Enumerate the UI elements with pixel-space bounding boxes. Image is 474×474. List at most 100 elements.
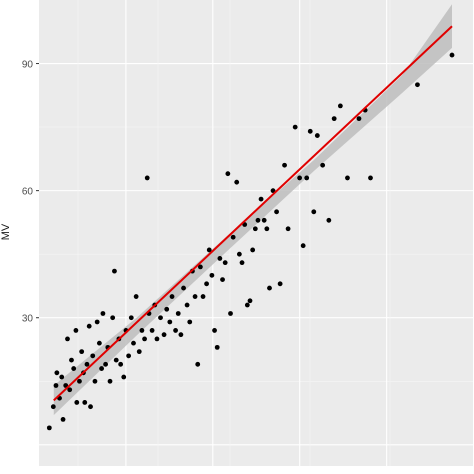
data-point — [314, 133, 320, 138]
data-point — [50, 404, 56, 410]
data-point — [54, 370, 60, 376]
y-axis-label: MV — [0, 223, 12, 241]
data-point — [192, 294, 198, 299]
data-point — [270, 188, 276, 194]
data-point — [368, 175, 373, 181]
data-point — [274, 209, 279, 215]
data-point — [195, 361, 201, 367]
data-point — [73, 328, 79, 333]
data-point — [247, 298, 253, 304]
data-point — [164, 306, 170, 312]
data-point — [133, 294, 139, 299]
data-point — [217, 256, 223, 261]
data-point — [65, 336, 70, 342]
data-point — [92, 378, 98, 384]
data-point — [59, 374, 65, 380]
data-point — [225, 171, 231, 177]
data-point — [110, 315, 116, 321]
data-point — [184, 302, 190, 308]
data-point — [222, 260, 228, 266]
data-point — [67, 387, 73, 393]
y-tick-label: 30 — [22, 314, 34, 325]
data-point — [250, 247, 256, 253]
data-point — [126, 353, 132, 359]
data-point — [118, 361, 124, 367]
data-point — [356, 116, 362, 122]
fit-line — [53, 25, 453, 402]
data-point — [173, 328, 178, 333]
data-point — [112, 268, 117, 274]
data-point — [252, 226, 258, 232]
data-point — [307, 128, 313, 134]
data-point — [53, 383, 59, 388]
data-point — [131, 340, 136, 346]
data-point — [220, 277, 225, 282]
data-point — [300, 243, 306, 249]
data-point — [212, 328, 217, 333]
data-point — [103, 361, 108, 367]
data-point — [282, 162, 287, 168]
data-point — [181, 285, 186, 291]
data-point — [169, 294, 175, 299]
data-point — [209, 272, 215, 278]
confidence-band — [53, 4, 452, 416]
data-point — [121, 374, 127, 380]
y-tick-label: 60 — [22, 187, 34, 198]
data-point — [60, 417, 66, 422]
data-point — [206, 247, 212, 253]
data-point — [204, 281, 209, 287]
data-point — [331, 116, 337, 122]
data-point — [86, 323, 92, 329]
data-point — [200, 294, 206, 299]
data-point — [244, 302, 250, 308]
data-point — [82, 400, 88, 405]
data-point — [304, 175, 310, 181]
data-point — [415, 82, 420, 88]
data-point — [228, 311, 233, 316]
data-point — [154, 336, 160, 342]
data-point — [239, 260, 245, 266]
data-point — [187, 319, 193, 325]
data-point — [100, 311, 106, 316]
y-tick-label: 90 — [22, 60, 34, 71]
data-point — [71, 366, 77, 371]
data-point — [311, 209, 317, 215]
data-point — [234, 179, 240, 185]
data-point — [320, 162, 326, 168]
data-point — [128, 315, 134, 321]
data-point — [96, 340, 102, 346]
data-point — [90, 353, 96, 359]
data-point — [258, 196, 264, 202]
data-point — [337, 103, 343, 109]
data-point — [261, 217, 267, 223]
data-point — [267, 285, 272, 291]
data-point — [139, 328, 145, 333]
data-point — [161, 332, 167, 338]
data-point — [230, 234, 236, 240]
data-point — [149, 328, 155, 333]
data-point — [94, 319, 100, 325]
data-point — [99, 366, 105, 371]
data-point — [449, 52, 455, 58]
data-point — [326, 217, 332, 223]
data-point — [197, 264, 203, 270]
data-points — [46, 52, 455, 431]
data-point — [167, 319, 173, 325]
data-point — [69, 357, 74, 363]
data-point — [84, 361, 90, 367]
data-point — [285, 226, 291, 232]
data-point — [158, 315, 163, 321]
data-point — [264, 226, 270, 232]
data-point — [277, 281, 283, 287]
data-point — [178, 332, 184, 338]
data-point — [74, 400, 80, 405]
data-point — [136, 349, 142, 355]
data-point — [79, 349, 85, 355]
data-point — [345, 175, 350, 181]
data-point — [113, 357, 119, 363]
data-point — [144, 175, 150, 181]
data-point — [175, 311, 181, 316]
data-point — [297, 175, 303, 181]
y-axis-ticks: 30 60 90 — [22, 60, 39, 325]
data-point — [88, 404, 93, 410]
